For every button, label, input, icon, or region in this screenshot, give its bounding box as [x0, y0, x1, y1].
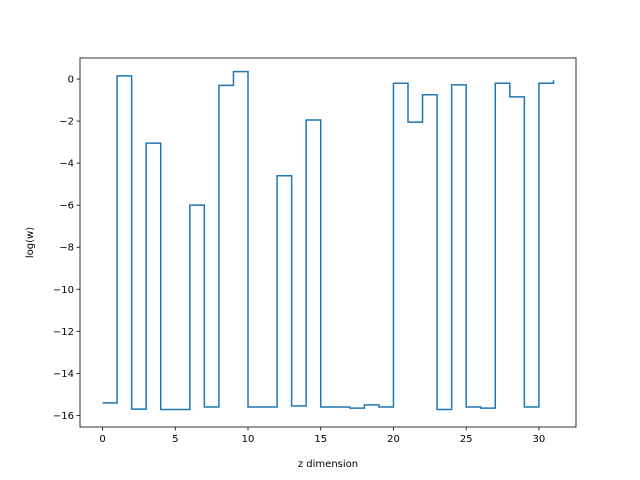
y-tick-label: −16 [53, 411, 74, 422]
y-axis-ticks: −16 −14 −12 −10 −8 −6 −4 −2 0 [53, 75, 80, 422]
y-tick-label: −14 [53, 369, 74, 380]
y-tick-label: 0 [68, 75, 74, 86]
x-axis-label: z dimension [298, 459, 358, 470]
x-axis-ticks: 0 5 10 15 20 25 30 [99, 427, 545, 445]
plot-area [102, 70, 555, 411]
x-tick-label: 10 [242, 434, 255, 445]
y-tick-label: −10 [53, 285, 74, 296]
y-tick-label: −6 [59, 201, 74, 212]
y-tick-label: −12 [53, 327, 74, 338]
y-tick-label: −8 [59, 243, 74, 254]
series-line [102, 70, 555, 411]
x-tick-label: 15 [314, 434, 327, 445]
x-tick-label: 20 [387, 434, 400, 445]
y-tick-label: −4 [59, 159, 74, 170]
x-tick-label: 5 [172, 434, 178, 445]
axes-frame [79, 57, 577, 428]
y-tick-label: −2 [59, 117, 74, 128]
x-tick-label: 0 [99, 434, 105, 445]
x-tick-label: 30 [533, 434, 546, 445]
y-axis-label: log(w) [25, 227, 36, 258]
x-tick-label: 25 [460, 434, 473, 445]
